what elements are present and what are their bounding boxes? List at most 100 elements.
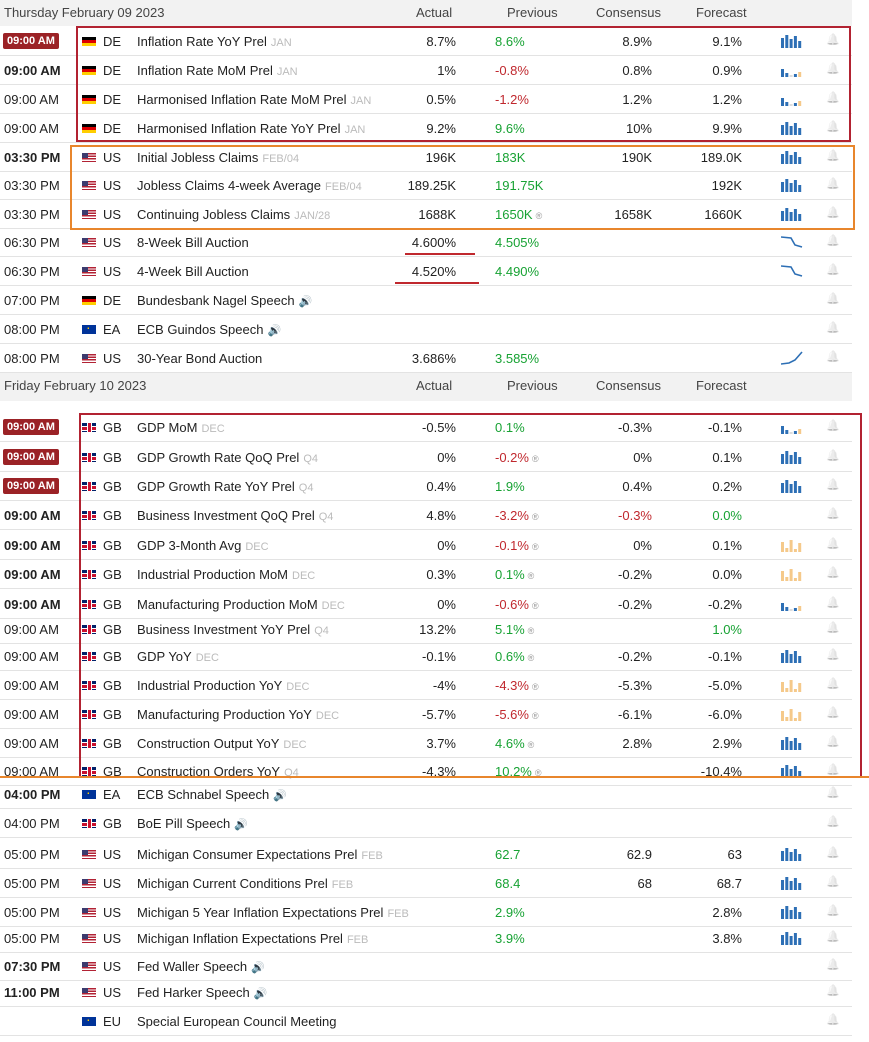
bell-icon[interactable]: 🔔 <box>826 351 840 363</box>
event-name-link[interactable]: 4-Week Bill Auction <box>137 264 249 279</box>
event-name-link[interactable]: Construction Output YoY DEC <box>137 736 307 751</box>
calendar-row[interactable]: 09:00 AM GB Industrial Production MoM DEC 0.… <box>0 559 852 589</box>
bell-icon[interactable]: 🔔 <box>826 567 840 579</box>
bell-icon[interactable]: 🔔 <box>826 235 840 247</box>
bell-icon[interactable]: 🔔 <box>826 450 840 462</box>
event-name-link[interactable]: Bundesbank Nagel Speech 🔊 <box>137 293 312 308</box>
event-name-link[interactable]: Michigan Consumer Expectations Prel FEB <box>137 847 383 862</box>
calendar-row[interactable]: 09:00 AM GB Business Investment YoY Prel Q4… <box>0 614 852 644</box>
sparkline-chart[interactable] <box>781 597 803 611</box>
event-name-link[interactable]: Industrial Production MoM DEC <box>137 567 315 582</box>
sparkline-chart[interactable] <box>781 847 803 861</box>
bell-icon[interactable]: 🔔 <box>826 931 840 943</box>
col-forecast[interactable]: Forecast <box>696 5 747 20</box>
sparkline-chart[interactable] <box>781 207 803 221</box>
bell-icon[interactable]: 🔔 <box>826 905 840 917</box>
calendar-row[interactable]: 09:00 AM GB Manufacturing Production YoY DE… <box>0 699 852 729</box>
calendar-row[interactable]: 09:00 AM GB Business Investment QoQ Prel Q4… <box>0 500 852 530</box>
calendar-row[interactable]: 09:00 AM DE Harmonised Inflation Rate YoY … <box>0 113 852 143</box>
col-previous[interactable]: Previous <box>507 5 558 20</box>
bell-icon[interactable]: 🔔 <box>826 264 840 276</box>
sparkline-chart[interactable] <box>781 264 803 278</box>
bell-icon[interactable]: 🔔 <box>826 816 840 828</box>
sparkline-chart[interactable] <box>781 63 803 77</box>
event-name-link[interactable]: GDP Growth Rate YoY Prel Q4 <box>137 479 313 494</box>
calendar-row[interactable]: 09:00 AM GB GDP YoY DEC -0.1% 0.6% ® -0.2% -0.1%… <box>0 641 852 671</box>
bell-icon[interactable]: 🔔 <box>826 121 840 133</box>
sparkline-chart[interactable] <box>781 34 803 48</box>
bell-icon[interactable]: 🔔 <box>826 207 840 219</box>
calendar-row[interactable]: 09:00 AM GB GDP Growth Rate YoY Prel Q4 0.4%… <box>0 471 852 501</box>
bell-icon[interactable]: 🔔 <box>826 649 840 661</box>
event-name-link[interactable]: Manufacturing Production MoM DEC <box>137 597 345 612</box>
bell-icon[interactable]: 🔔 <box>826 508 840 520</box>
col-actual[interactable]: Actual <box>416 5 453 20</box>
col-consensus[interactable]: Consensus <box>596 378 662 393</box>
event-name-link[interactable]: ECB Schnabel Speech 🔊 <box>137 787 287 802</box>
col-forecast[interactable]: Forecast <box>696 378 747 393</box>
sparkline-chart[interactable] <box>781 150 803 164</box>
calendar-row[interactable]: 09:00 AM DE Inflation Rate MoM Prel JAN 1% -0… <box>0 55 852 85</box>
bell-icon[interactable]: 🔔 <box>826 622 840 634</box>
calendar-row[interactable]: 07:30 PM US Fed Waller Speech 🔊 🔔 <box>0 951 852 981</box>
sparkline-chart[interactable] <box>781 764 803 778</box>
bell-icon[interactable]: 🔔 <box>826 847 840 859</box>
event-name-link[interactable]: Business Investment QoQ Prel Q4 <box>137 508 333 523</box>
sparkline-chart[interactable] <box>781 450 803 464</box>
event-name-link[interactable]: Industrial Production YoY DEC <box>137 678 310 693</box>
bell-icon[interactable]: 🔔 <box>826 787 840 799</box>
bell-icon[interactable]: 🔔 <box>826 597 840 609</box>
bell-icon[interactable]: 🔔 <box>826 150 840 162</box>
sparkline-chart[interactable] <box>781 931 803 945</box>
calendar-row[interactable]: 06:30 PM US 4-Week Bill Auction 4.520% 4.490… <box>0 256 852 286</box>
sparkline-chart[interactable] <box>781 92 803 106</box>
col-actual[interactable]: Actual <box>416 378 453 393</box>
event-name-link[interactable]: 8-Week Bill Auction <box>137 235 249 250</box>
bell-icon[interactable]: 🔔 <box>826 178 840 190</box>
sparkline-chart[interactable] <box>781 707 803 721</box>
event-name-link[interactable]: Michigan Current Conditions Prel FEB <box>137 876 353 891</box>
calendar-row[interactable]: EU Special European Council Meeting 🔔 <box>0 1006 852 1036</box>
calendar-row[interactable]: 03:30 PM US Jobless Claims 4-week Average F… <box>0 170 852 200</box>
event-name-link[interactable]: Michigan Inflation Expectations Prel FEB <box>137 931 368 946</box>
bell-icon[interactable]: 🔔 <box>826 420 840 432</box>
bell-icon[interactable]: 🔔 <box>826 736 840 748</box>
event-name-link[interactable]: ECB Guindos Speech 🔊 <box>137 322 281 337</box>
event-name-link[interactable]: GDP YoY DEC <box>137 649 219 664</box>
calendar-row[interactable]: 04:00 PM GB BoE Pill Speech 🔊 🔔 <box>0 808 852 838</box>
calendar-row[interactable]: 04:00 PM EA ECB Schnabel Speech🔊 🔔 <box>0 779 852 809</box>
event-name-link[interactable]: Michigan 5 Year Inflation Expectations P… <box>137 905 409 920</box>
event-name-link[interactable]: 30-Year Bond Auction <box>137 351 262 366</box>
event-name-link[interactable]: GDP MoM DEC <box>137 420 225 435</box>
sparkline-chart[interactable] <box>781 649 803 663</box>
calendar-row[interactable]: 11:00 PM US Fed Harker Speech 🔊 🔔 <box>0 977 852 1007</box>
calendar-row[interactable]: 03:30 PM US Initial Jobless Claims FEB/04 19… <box>0 142 852 172</box>
calendar-row[interactable]: 09:00 AM DE Inflation Rate YoY Prel JAN 8.7%… <box>0 26 852 56</box>
calendar-row[interactable]: 09:00 AM GB Construction Output YoY DEC 3.7%… <box>0 728 852 758</box>
calendar-row[interactable]: 05:00 PM US Michigan Consumer Expectations… <box>0 839 852 869</box>
bell-icon[interactable]: 🔔 <box>826 959 840 971</box>
calendar-row[interactable]: 08:00 PM US 30-Year Bond Auction 3.686% 3.58… <box>0 343 852 373</box>
event-name-link[interactable]: Inflation Rate YoY Prel JAN <box>137 34 292 49</box>
bell-icon[interactable]: 🔔 <box>826 1014 840 1026</box>
event-name-link[interactable]: Initial Jobless Claims FEB/04 <box>137 150 299 165</box>
event-name-link[interactable]: Jobless Claims 4-week Average FEB/04 <box>137 178 362 193</box>
event-name-link[interactable]: Fed Waller Speech 🔊 <box>137 959 265 974</box>
bell-icon[interactable]: 🔔 <box>826 92 840 104</box>
bell-icon[interactable]: 🔔 <box>826 876 840 888</box>
event-name-link[interactable]: Business Investment YoY Prel Q4 <box>137 622 329 637</box>
event-name-link[interactable]: BoE Pill Speech 🔊 <box>137 816 248 831</box>
calendar-row[interactable]: 07:00 PM DE Bundesbank Nagel Speech 🔊 🔔 <box>0 285 852 315</box>
event-name-link[interactable]: Special European Council Meeting <box>137 1014 336 1029</box>
event-name-link[interactable]: Manufacturing Production YoY DEC <box>137 707 339 722</box>
sparkline-chart[interactable] <box>781 235 803 249</box>
sparkline-chart[interactable] <box>781 538 803 552</box>
bell-icon[interactable]: 🔔 <box>826 985 840 997</box>
sparkline-chart[interactable] <box>781 351 803 365</box>
calendar-row[interactable]: 09:00 AM GB GDP 3-Month Avg DEC 0% -0.1% ® 0% 0.… <box>0 530 852 560</box>
event-name-link[interactable]: Inflation Rate MoM Prel JAN <box>137 63 298 78</box>
calendar-row[interactable]: 05:00 PM US Michigan Inflation Expectation… <box>0 923 852 953</box>
event-name-link[interactable]: Harmonised Inflation Rate YoY Prel JAN <box>137 121 365 136</box>
sparkline-chart[interactable] <box>781 736 803 750</box>
calendar-row[interactable]: 09:00 AM GB GDP Growth Rate QoQ Prel Q4 0% -0… <box>0 442 852 472</box>
